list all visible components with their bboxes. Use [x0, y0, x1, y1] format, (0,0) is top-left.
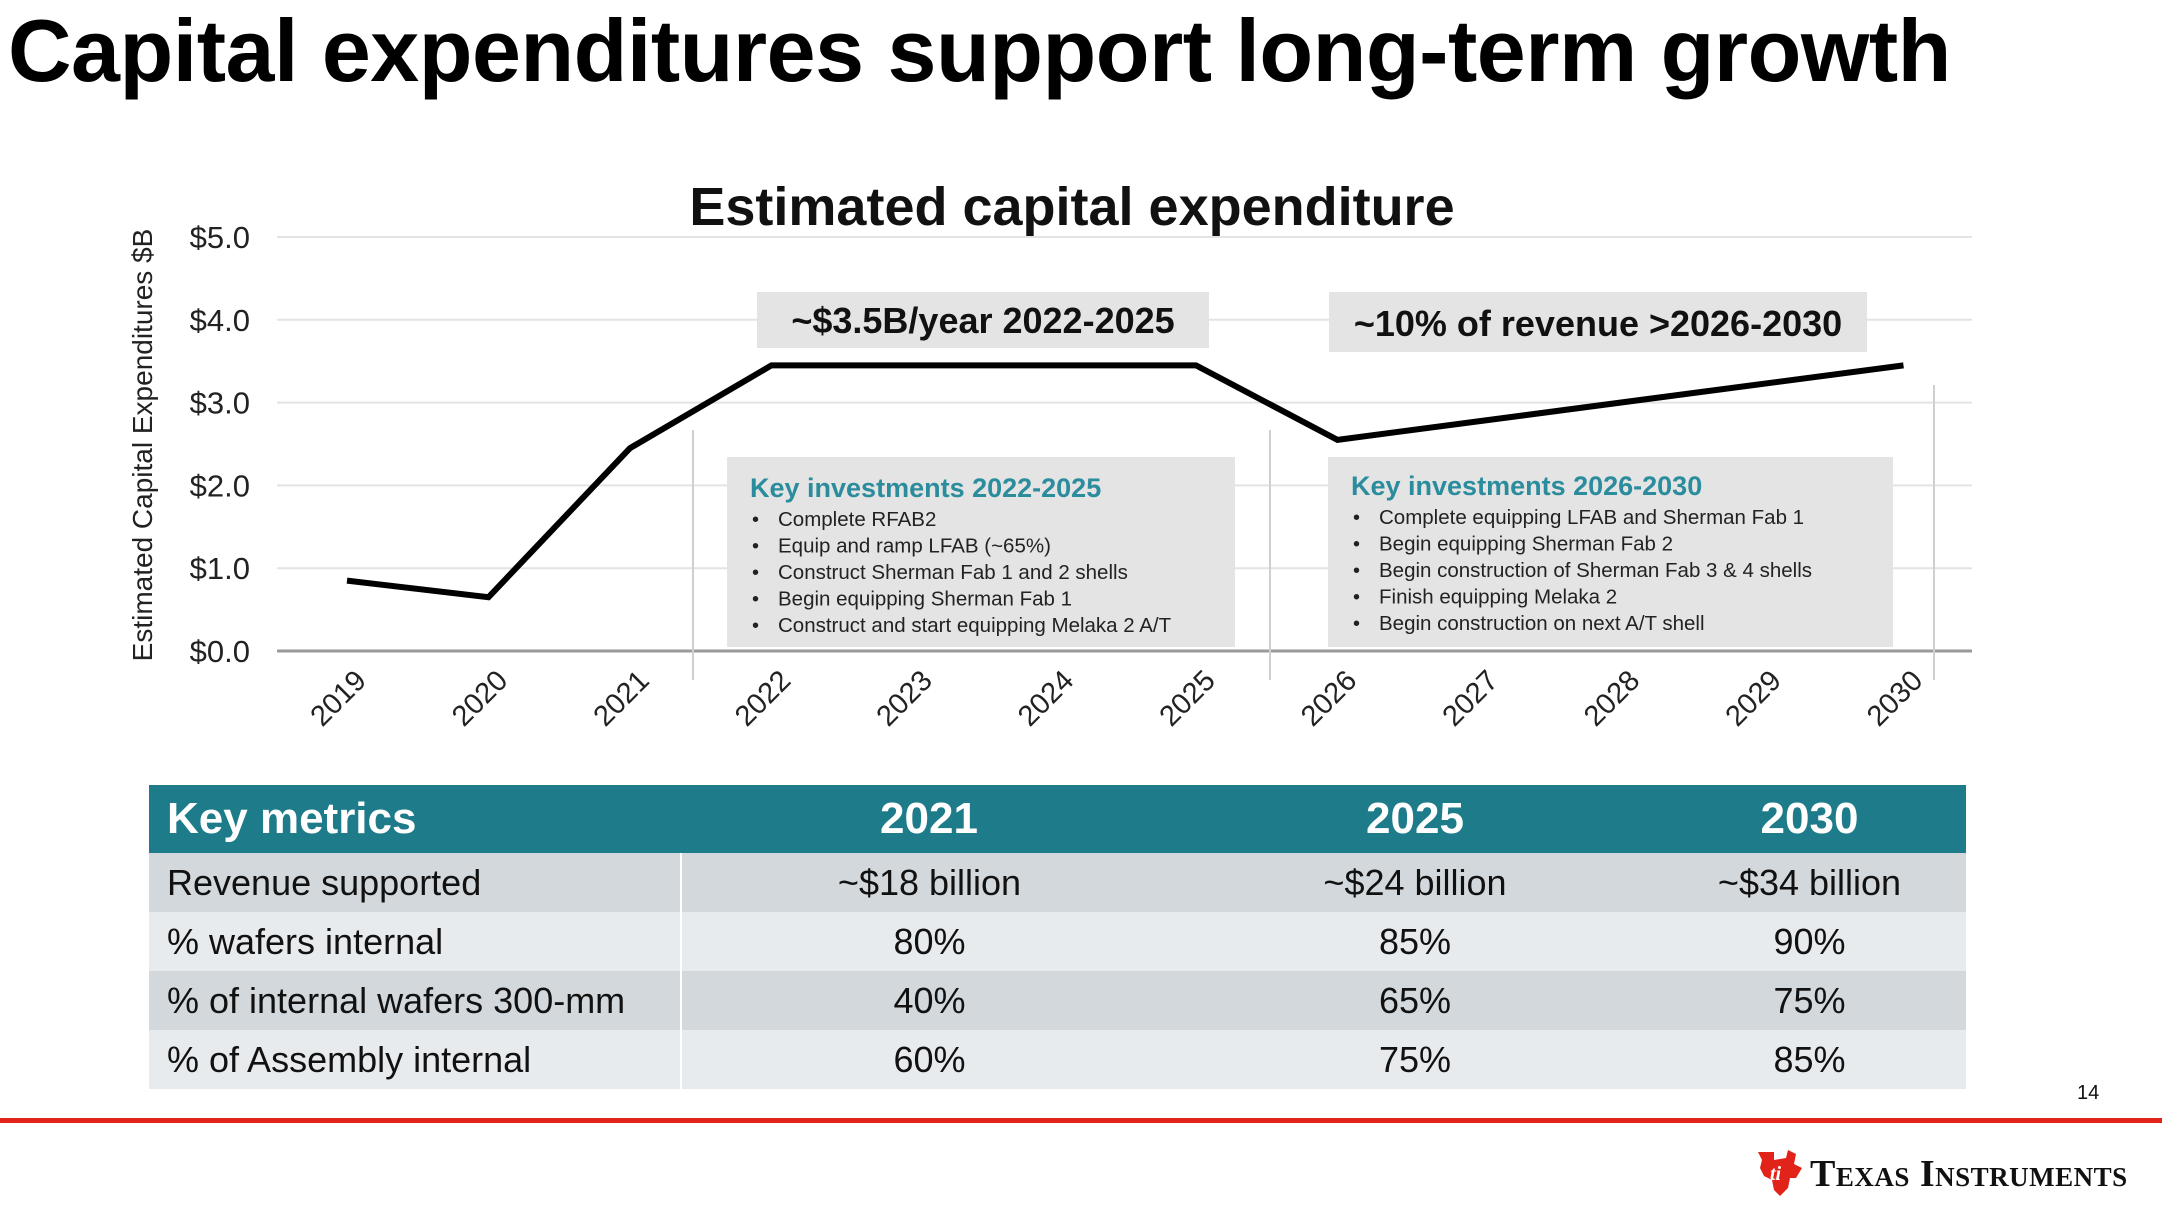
bullet-icon: • — [1353, 560, 1360, 582]
period-callouts: ~$3.5B/year 2022-2025 ~10% of revenue >2… — [757, 292, 1867, 352]
investment-box-heading: Key investments 2022-2025 — [750, 473, 1101, 503]
table-header-cell: 2021 — [681, 785, 1177, 853]
investment-item: Begin construction on next A/T shell — [1379, 612, 1705, 635]
investment-item: Begin equipping Sherman Fab 1 — [778, 588, 1072, 611]
x-tick-label: 2021 — [588, 665, 656, 733]
investment-box-2022-2025 — [727, 457, 1235, 647]
table-cell: % of Assembly internal — [149, 1030, 681, 1089]
callout-box-2026-2030 — [1329, 292, 1867, 352]
bullet-icon: • — [752, 562, 759, 584]
x-tick-label: 2023 — [871, 665, 939, 733]
brand-name: Texas Instruments — [1810, 1153, 2128, 1195]
x-tick-label: 2022 — [729, 665, 797, 733]
period-dividers — [692, 385, 1935, 680]
investment-item: Finish equipping Melaka 2 — [1379, 586, 1617, 609]
investment-item: Complete equipping LFAB and Sherman Fab … — [1379, 506, 1804, 529]
table-cell: ~$18 billion — [680, 853, 1177, 912]
y-tick-labels: $0.0 $1.0 $2.0 $3.0 $4.0 $5.0 — [190, 220, 250, 669]
x-tick-label: 2020 — [446, 665, 514, 733]
table-cell: 75% — [1653, 971, 1966, 1030]
x-tick-label: 2030 — [1861, 665, 1929, 733]
capex-series — [346, 362, 1904, 601]
y-tick-label: $4.0 — [190, 303, 250, 338]
x-tick-label: 2024 — [1012, 665, 1080, 733]
table-cell: 75% — [1177, 1030, 1653, 1089]
brand-logo: ti Texas Instruments — [1752, 1150, 2128, 1198]
y-tick-label: $2.0 — [190, 468, 250, 503]
x-tick-label: 2027 — [1437, 665, 1505, 733]
bullet-icon: • — [752, 589, 759, 611]
bullet-icon: • — [1353, 613, 1360, 635]
bullet-icon: • — [1353, 507, 1360, 529]
x-tick-label: 2019 — [305, 665, 373, 733]
x-tick-label: 2026 — [1295, 665, 1363, 733]
capex-line-chart: Estimated capital expenditure Estimated … — [127, 177, 1972, 733]
investment-item: Construct and start equipping Melaka 2 A… — [778, 614, 1172, 637]
x-tick-label: 2028 — [1578, 665, 1646, 733]
ti-logo-icon: ti — [1758, 1150, 1802, 1196]
table-header-row: Key metrics 2021 2025 2030 — [149, 785, 1966, 853]
investment-item: Equip and ramp LFAB (~65%) — [778, 535, 1051, 558]
y-tick-label: $0.0 — [190, 634, 250, 669]
table-cell: 40% — [680, 971, 1177, 1030]
table-cell: 80% — [680, 912, 1177, 971]
table-cell: 85% — [1177, 912, 1653, 971]
page-number: 14 — [2077, 1082, 2100, 1104]
bullet-icon: • — [1353, 534, 1360, 556]
investment-boxes: Key investments 2022-2025 Key investment… — [727, 457, 1893, 647]
investment-box-2026-2030 — [1328, 457, 1893, 647]
table-cell: 65% — [1177, 971, 1653, 1030]
table-header-cell: Key metrics — [149, 785, 681, 853]
bullet-icon: • — [752, 615, 759, 637]
table-cell: ~$34 billion — [1653, 853, 1966, 912]
table-row: Revenue supported ~$18 billion ~$24 bill… — [149, 853, 1966, 912]
capex-line — [346, 362, 1904, 601]
investment-box-heading: Key investments 2026-2030 — [1351, 471, 1702, 501]
table-header-cell: 2030 — [1653, 785, 1966, 853]
x-tick-labels: 2019 2020 2021 2022 2023 2024 2025 2026 2027 2028… — [305, 665, 1930, 733]
table-row: % wafers internal 80% 85% 90% — [149, 912, 1966, 971]
bullet-icon: • — [752, 509, 759, 531]
bullet-icon: • — [1353, 587, 1360, 609]
bullet-icon: • — [752, 536, 759, 558]
investment-item: Begin equipping Sherman Fab 2 — [1379, 533, 1673, 556]
key-metrics-table: Key metrics 2021 2025 2030 Revenue suppo… — [149, 785, 1967, 1089]
callout-text-2022-2025: ~$3.5B/year 2022-2025 — [791, 300, 1174, 341]
investment-item: Begin construction of Sherman Fab 3 & 4 … — [1379, 559, 1812, 582]
investment-item: Construct Sherman Fab 1 and 2 shells — [778, 561, 1128, 584]
callout-text-2026-2030: ~10% of revenue >2026-2030 — [1354, 303, 1842, 344]
table-row: % of Assembly internal 60% 75% 85% — [149, 1030, 1966, 1089]
table-cell: % of internal wafers 300-mm — [149, 971, 681, 1030]
y-tick-label: $5.0 — [190, 220, 250, 255]
slide-title: Capital expenditures support long-term g… — [8, 1, 1951, 100]
table-cell: 85% — [1653, 1030, 1966, 1089]
table-cell: 90% — [1653, 912, 1966, 971]
chart-title: Estimated capital expenditure — [689, 177, 1454, 237]
x-tick-label: 2029 — [1720, 665, 1788, 733]
table-cell: Revenue supported — [149, 853, 681, 912]
table-cell: % wafers internal — [149, 912, 681, 971]
x-tick-label: 2025 — [1154, 665, 1222, 733]
table-cell: ~$24 billion — [1177, 853, 1653, 912]
y-axis-label: Estimated Capital Expenditures $B — [127, 229, 158, 662]
y-tick-label: $3.0 — [190, 386, 250, 421]
table-cell: 60% — [680, 1030, 1177, 1089]
table-row: % of internal wafers 300-mm 40% 65% 75% — [149, 971, 1966, 1030]
footer-rule — [0, 1118, 2162, 1123]
svg-text:ti: ti — [1770, 1163, 1782, 1185]
table-header-cell: 2025 — [1177, 785, 1653, 853]
investment-item: Complete RFAB2 — [778, 508, 936, 531]
callout-box-2022-2025 — [757, 292, 1209, 348]
y-tick-label: $1.0 — [190, 551, 250, 586]
